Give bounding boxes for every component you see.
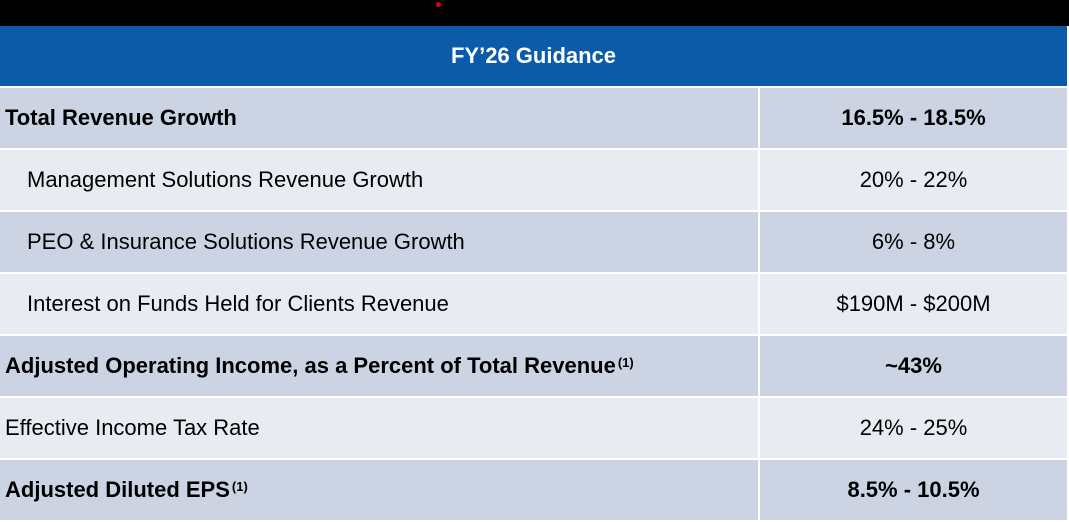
label-cell: Total Revenue Growth <box>0 88 758 148</box>
value-cell: 20% - 22% <box>760 150 1067 210</box>
row-label: Adjusted Diluted EPS <box>5 477 230 502</box>
value-cell: 24% - 25% <box>760 398 1067 458</box>
row-value: 20% - 22% <box>859 167 968 192</box>
value-cell: 16.5% - 18.5% <box>760 88 1067 148</box>
table-row: Effective Income Tax Rate 24% - 25% <box>0 398 1067 458</box>
table-body: Total Revenue Growth 16.5% - 18.5% Managem… <box>0 88 1067 522</box>
row-value: 6% - 8% <box>871 229 956 254</box>
label-cell: Management Solutions Revenue Growth <box>0 150 758 210</box>
label-cell: PEO & Insurance Solutions Revenue Growth <box>0 212 758 272</box>
label-cell: Adjusted Operating Income, as a Percent … <box>0 336 758 396</box>
pointer-dot <box>436 2 441 7</box>
footnote-marker: (1) <box>617 354 634 370</box>
label-cell: Interest on Funds Held for Clients Reven… <box>0 274 758 334</box>
row-value: ~43% <box>885 353 942 378</box>
top-bar <box>0 0 1069 26</box>
row-label: Effective Income Tax Rate <box>5 415 260 440</box>
row-label: Adjusted Operating Income, as a Percent … <box>5 353 616 378</box>
row-value: 16.5% - 18.5% <box>841 105 986 130</box>
footnote-marker: (1) <box>231 478 248 494</box>
row-value: 8.5% - 10.5% <box>847 477 980 502</box>
value-cell: ~43% <box>760 336 1067 396</box>
row-value: $190M - $200M <box>836 291 991 316</box>
table-row: Management Solutions Revenue Growth 20% -… <box>0 150 1067 210</box>
row-label: PEO & Insurance Solutions Revenue Growth <box>27 229 465 254</box>
table-header: FY’26 Guidance <box>0 26 1067 86</box>
table-row: PEO & Insurance Solutions Revenue Growth… <box>0 212 1067 272</box>
table-row: Interest on Funds Held for Clients Reven… <box>0 274 1067 334</box>
table-row: Adjusted Diluted EPS (1) 8.5% - 10.5% <box>0 460 1067 520</box>
value-cell: 8.5% - 10.5% <box>760 460 1067 520</box>
label-cell: Adjusted Diluted EPS (1) <box>0 460 758 520</box>
table-row: Total Revenue Growth 16.5% - 18.5% <box>0 88 1067 148</box>
row-label: Total Revenue Growth <box>5 105 237 130</box>
row-label: Interest on Funds Held for Clients Reven… <box>27 291 449 316</box>
label-cell: Effective Income Tax Rate <box>0 398 758 458</box>
table-row: Adjusted Operating Income, as a Percent … <box>0 336 1067 396</box>
value-cell: 6% - 8% <box>760 212 1067 272</box>
row-label: Management Solutions Revenue Growth <box>27 167 424 192</box>
value-cell: $190M - $200M <box>760 274 1067 334</box>
row-value: 24% - 25% <box>859 415 968 440</box>
